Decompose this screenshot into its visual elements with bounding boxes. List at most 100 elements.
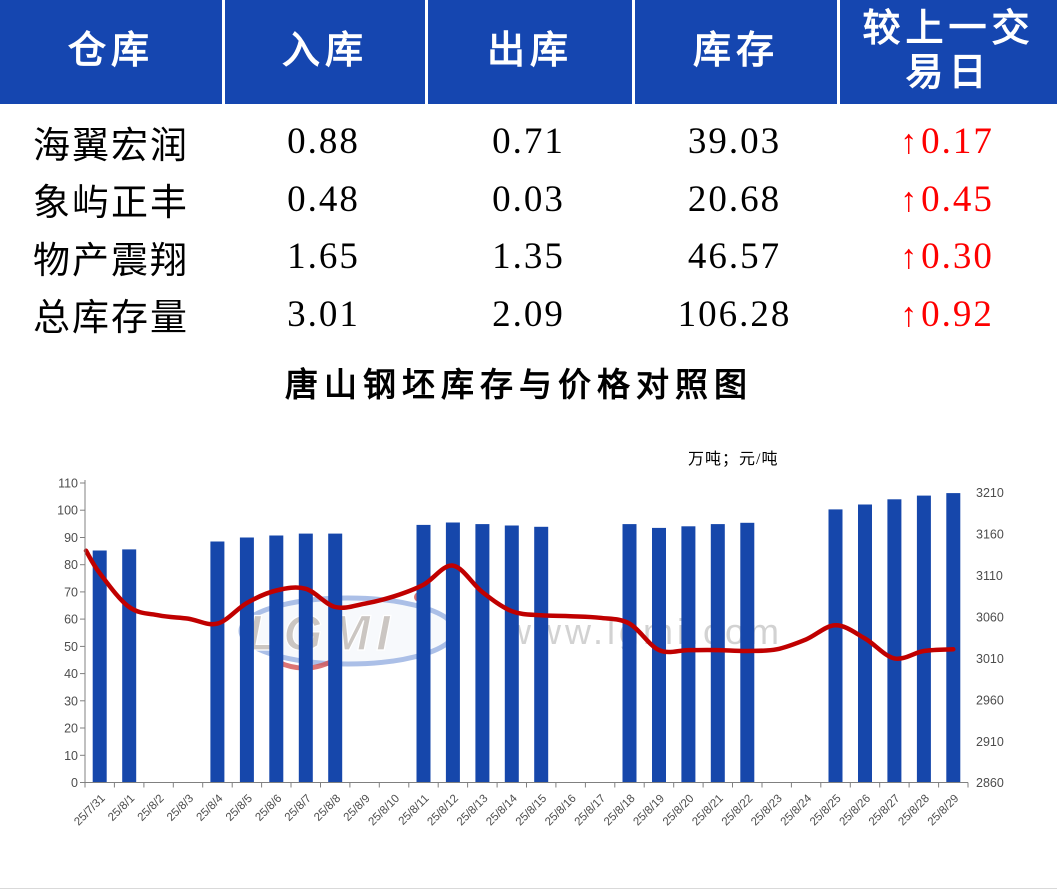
stock-value: 106.28: [677, 293, 792, 335]
inventory-bar: [475, 524, 490, 783]
x-axis-date-label: 25/8/26: [837, 793, 873, 829]
col-header-inbound-label: 入库: [281, 30, 368, 73]
outbound-value: 0.71: [492, 121, 565, 163]
inventory-bars: [92, 493, 961, 783]
x-axis-date-label: 25/8/13: [455, 793, 491, 829]
stock-value: 46.57: [687, 236, 782, 278]
table-row: 象屿正丰 0.48 0.03 20.68 ↑0.45: [0, 171, 1057, 229]
up-arrow-icon: ↑: [900, 296, 920, 334]
change-number: 0.92: [921, 293, 994, 335]
x-axis-date-label: 25/8/22: [720, 793, 756, 829]
inventory-bar: [652, 527, 666, 783]
inbound-value: 0.88: [287, 121, 360, 163]
left-axis-tick-label: 80: [64, 558, 78, 572]
axis-units-label: 万吨；元/吨: [688, 451, 779, 468]
x-axis-date-label: 25/8/19: [631, 793, 667, 829]
left-axis-tick-label: 70: [64, 585, 78, 599]
inventory-bar: [239, 537, 254, 783]
col-header-outbound-label: 出库: [486, 30, 573, 73]
right-axis-tick-label: 2860: [976, 776, 1004, 790]
change-value: ↑0.45: [837, 178, 1057, 221]
inventory-bar: [946, 493, 961, 783]
inventory-bar: [828, 509, 843, 783]
right-axis-tick-label: 2960: [976, 693, 1004, 707]
left-axis-tick-label: 110: [58, 477, 78, 491]
inventory-bar: [504, 525, 519, 783]
up-arrow-icon: ↑: [900, 124, 920, 162]
inventory-bar: [710, 524, 725, 783]
inventory-table: 仓库 入库 出库 库存 较上一交易日 海翼宏润 0.88 0.71 39.03 …: [0, 0, 1057, 343]
price-line: [83, 548, 956, 661]
stock-value: 20.68: [687, 178, 782, 220]
col-header-stock-label: 库存: [692, 30, 779, 73]
x-axis-date-label: 25/8/5: [224, 793, 255, 824]
x-axis-date-label: 25/8/12: [425, 793, 461, 829]
right-axis-tick-label: 2910: [976, 735, 1004, 749]
page-bottom-border: [0, 888, 1057, 889]
x-axis-date-label: 25/8/2: [136, 793, 167, 824]
inventory-bar: [916, 495, 931, 783]
left-axis-tick-label: 60: [64, 613, 78, 627]
inventory-bar: [622, 524, 637, 783]
right-axis-tick-label: 3210: [976, 486, 1004, 500]
warehouse-name: 物产震翔: [33, 240, 189, 282]
table-row: 海翼宏润 0.88 0.71 39.03 ↑0.17: [0, 113, 1057, 171]
right-axis-tick-label: 3060: [976, 610, 1004, 624]
warehouse-name: 海翼宏润: [33, 125, 189, 167]
x-axis-date-label: 25/7/31: [72, 793, 108, 829]
x-axis-date-label: 25/8/21: [690, 793, 726, 829]
col-header-stock: 库存: [635, 0, 840, 104]
x-axis-date-label: 25/8/4: [194, 792, 226, 824]
x-axis-date-label: 25/8/15: [514, 793, 550, 829]
table-row-total: 总库存量 3.01 2.09 106.28 ↑0.92: [0, 286, 1057, 344]
left-axis-tick-label: 90: [64, 531, 78, 545]
left-axis-tick-label: 40: [64, 667, 78, 681]
inventory-bar: [328, 533, 343, 783]
x-axis-date-label: 25/8/18: [602, 793, 638, 829]
x-axis-date-label: 25/8/14: [484, 792, 520, 828]
table-header-row: 仓库 入库 出库 库存 较上一交易日: [0, 0, 1057, 104]
inbound-value: 1.65: [287, 236, 360, 278]
left-axis-tick-label: 0: [71, 776, 78, 790]
table-row: 物产震翔 1.65 1.35 46.57 ↑0.30: [0, 228, 1057, 286]
inventory-bar: [681, 526, 696, 783]
up-arrow-icon: ↑: [900, 239, 920, 277]
left-axis-tick-label: 10: [64, 749, 78, 763]
inventory-bar: [269, 535, 284, 783]
col-header-change: 较上一交易日: [840, 0, 1057, 104]
inventory-bar: [210, 541, 225, 783]
x-axis-date-label: 25/8/11: [397, 793, 432, 828]
outbound-value: 0.03: [492, 178, 565, 220]
outbound-value: 2.09: [492, 293, 565, 335]
x-axis-date-label: 25/8/6: [253, 793, 284, 824]
change-value: ↑0.92: [837, 293, 1057, 336]
change-value: ↑0.17: [837, 120, 1057, 163]
chart-title: 唐山钢坯库存与价格对照图: [285, 368, 753, 404]
x-axis-date-label: 25/8/28: [896, 793, 932, 829]
right-axis-tick-label: 3160: [976, 528, 1004, 542]
x-axis-date-label: 25/8/20: [661, 793, 697, 829]
up-arrow-icon: ↑: [900, 181, 920, 219]
inventory-bar: [887, 499, 902, 783]
x-axis-date-label: 25/8/10: [367, 793, 403, 829]
x-axis-date-label: 25/8/16: [543, 793, 579, 829]
x-axis-date-label: 25/8/24: [779, 792, 815, 828]
x-axis-date-label: 25/8/29: [926, 793, 962, 829]
col-header-inbound: 入库: [225, 0, 428, 104]
table-body: 海翼宏润 0.88 0.71 39.03 ↑0.17 象屿正丰 0.48 0.0…: [0, 104, 1057, 343]
x-axis-date-label: 25/8/23: [749, 793, 785, 829]
change-number: 0.45: [921, 178, 994, 220]
inventory-bar: [92, 550, 107, 783]
x-axis-date-label: 25/8/7: [283, 793, 314, 824]
right-axis-tick-label: 3110: [976, 569, 1003, 583]
inventory-bar: [534, 526, 549, 783]
col-header-warehouse: 仓库: [0, 0, 225, 104]
warehouse-name: 总库存量: [33, 298, 189, 340]
left-axis-tick-label: 20: [64, 722, 78, 736]
inbound-value: 3.01: [287, 293, 360, 335]
x-axis-date-label: 25/8/27: [867, 793, 903, 829]
axes: [80, 480, 969, 788]
col-header-outbound: 出库: [428, 0, 635, 104]
inbound-value: 0.48: [287, 178, 360, 220]
